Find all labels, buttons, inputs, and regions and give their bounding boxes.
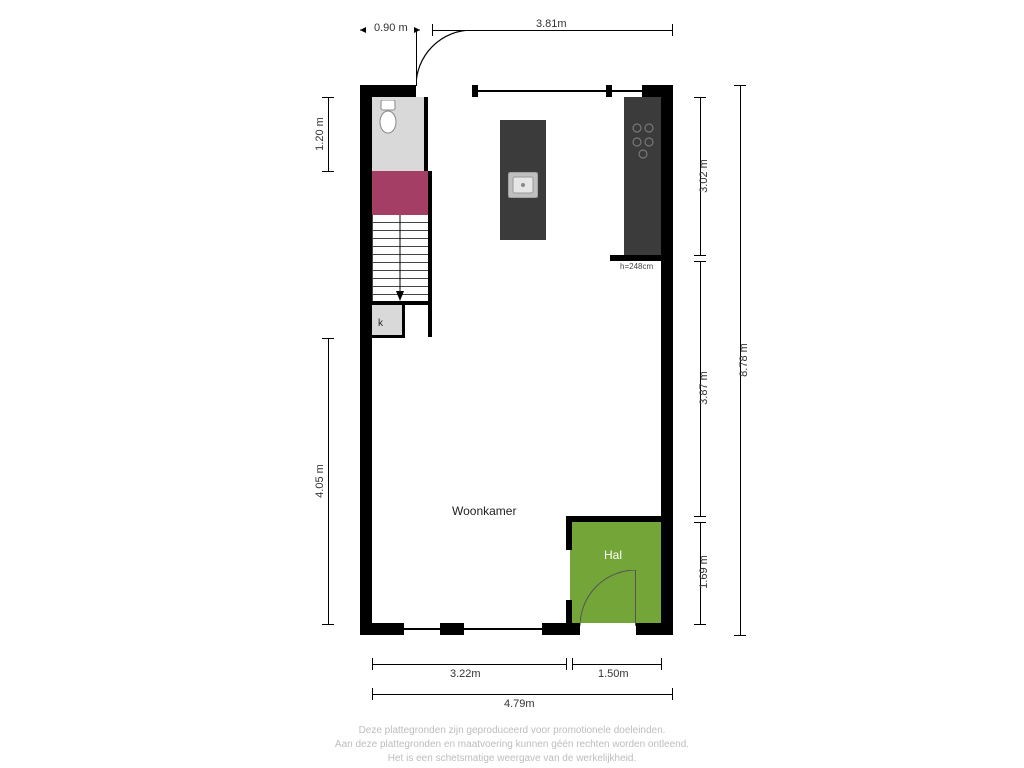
dim-right-1: 3.02 m [698, 156, 710, 196]
dim-top-1: 0.90 m [374, 22, 408, 34]
disclaimer: Deze plattegronden zijn geproduceerd voo… [0, 724, 1024, 766]
hal-wall-west-bottom [566, 600, 572, 629]
dim-left-1: 1.20 m [314, 114, 326, 154]
wall-left [360, 85, 372, 635]
wc-partition [424, 97, 428, 171]
hal-wall-north [566, 516, 664, 522]
disclaimer-line-1: Deze plattegronden zijn geproduceerd voo… [0, 724, 1024, 738]
dim-bot-total-tick-a [372, 688, 373, 700]
dim-left-tick-2a [322, 338, 334, 339]
dim-right-tick-3a [694, 522, 706, 523]
stair-partition-east [428, 171, 432, 337]
toilet-icon [378, 100, 398, 134]
dim-right-tick-1a [694, 97, 706, 98]
hal-label: Hal [604, 548, 622, 562]
cooktop-icon [630, 120, 656, 160]
dim-top-tick-a [432, 24, 433, 36]
dim-bot-line-1 [372, 664, 566, 665]
closet-label: k [378, 318, 383, 329]
dim-bot-tick-1a [372, 658, 373, 670]
window-top-sill [478, 90, 606, 92]
closet-k-wall-e [402, 305, 405, 337]
stair-landing [372, 171, 428, 215]
dim-right-tick-2b [694, 516, 706, 517]
dim-right-tick-3b [694, 624, 706, 625]
dim-right-tick-2a [694, 261, 706, 262]
dim-right-outer: 8.78 m [738, 340, 750, 380]
dim-top-tick-b [672, 24, 673, 36]
dim-right-2: 3.87 m [698, 368, 710, 408]
door-swing-top [416, 30, 472, 86]
dim-bottom-2: 1.50m [598, 668, 629, 680]
disclaimer-line-3: Het is een schetsmatige weergave van de … [0, 752, 1024, 766]
wall-bottom-1 [360, 623, 404, 635]
hal-wall-west-top [566, 516, 572, 550]
dim-bottom-total: 4.79m [504, 698, 535, 710]
stair-arrow-icon [396, 215, 404, 301]
wall-bottom-5 [636, 623, 673, 635]
dim-top-line-2 [432, 30, 672, 31]
height-note: h=248cm [620, 262, 653, 271]
dim-bot-tick-2b [661, 658, 662, 670]
dim-left-line-1 [328, 97, 329, 171]
dim-right-3: 1.69 m [698, 552, 710, 592]
counter-wall-stub [610, 255, 661, 261]
dim-bot-line-2 [572, 664, 661, 665]
dim-right-tick-1b [694, 255, 706, 256]
dim-left-line-2 [328, 338, 329, 624]
closet-k-wall-s [372, 335, 405, 338]
wall-bottom-3 [542, 623, 566, 635]
disclaimer-line-2: Aan deze plattegronden en maatvoering ku… [0, 738, 1024, 752]
window-bottom-sill-2 [464, 628, 542, 630]
dim-right-outer-tick-a [734, 85, 746, 86]
dim-left-tick-1b [322, 171, 334, 172]
floorplan-canvas: k h=248cm Hal Woonkamer 0.90 m [0, 0, 1024, 768]
dim-left-tick-2b [322, 624, 334, 625]
window-top-sill2 [612, 90, 642, 92]
dim-bot-total-tick-b [672, 688, 673, 700]
sink-icon [508, 172, 538, 198]
dim-left-tick-1a [322, 97, 334, 98]
woonkamer-label: Woonkamer [452, 504, 516, 518]
dim-bot-total-line [372, 694, 672, 695]
wall-bottom-2 [440, 623, 464, 635]
dim-bottom-1: 3.22m [450, 668, 481, 680]
door-swing-hal [580, 570, 636, 626]
dim-bot-tick-1b [566, 658, 567, 670]
closet-k [372, 305, 402, 337]
dim-left-2: 4.05 m [314, 461, 326, 501]
window-bottom-sill-1 [404, 628, 440, 630]
dim-bot-tick-2a [572, 658, 573, 670]
wall-right [661, 85, 673, 635]
dim-top-2: 3.81m [536, 18, 567, 30]
dim-right-outer-tick-b [734, 635, 746, 636]
